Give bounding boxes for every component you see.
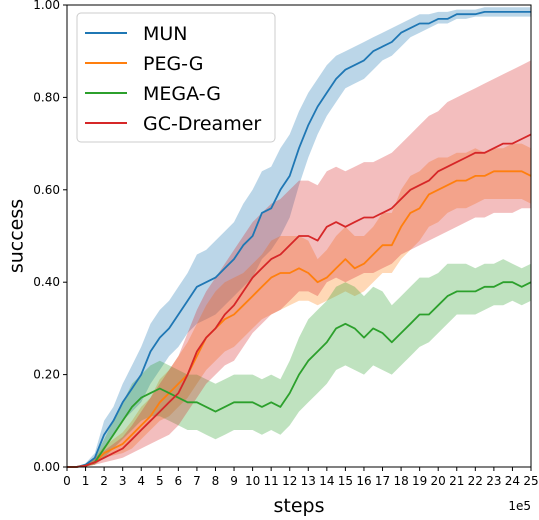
x-tick-label: 16 xyxy=(356,474,371,488)
x-axis: 0 1 2 3 4 5 6 7 8 9 10 11 12 13 14 15 16 17 18 19 20 21 22 23 24… xyxy=(63,467,539,488)
x-tick-label: 8 xyxy=(212,474,220,488)
x-axis-offset-label: 1e5 xyxy=(508,499,531,513)
x-tick-label: 7 xyxy=(193,474,201,488)
legend-label-gc-dreamer: GC-Dreamer xyxy=(143,113,261,135)
x-tick-label: 12 xyxy=(282,474,297,488)
peg-g-line xyxy=(67,170,532,468)
x-tick-label: 13 xyxy=(301,474,316,488)
gc-dreamer-line xyxy=(67,133,532,468)
y-tick-label: 0.80 xyxy=(33,90,60,104)
x-tick-label: 21 xyxy=(449,474,464,488)
legend-label-peg-g: PEG-G xyxy=(143,53,203,75)
y-tick-label: 0.00 xyxy=(33,460,60,474)
series-lines xyxy=(67,10,532,468)
x-tick-label: 20 xyxy=(431,474,446,488)
x-tick-label: 17 xyxy=(375,474,390,488)
x-tick-label: 11 xyxy=(264,474,279,488)
legend: MUN PEG-G MEGA-G GC-Dreamer xyxy=(76,12,276,143)
x-tick-label: 24 xyxy=(505,474,520,488)
mega-g-band xyxy=(67,259,531,467)
x-tick-label: 18 xyxy=(393,474,408,488)
x-tick-label: 4 xyxy=(137,474,145,488)
x-tick-label: 15 xyxy=(338,474,353,488)
x-tick-label: 14 xyxy=(319,474,334,488)
x-tick-label: 23 xyxy=(486,474,501,488)
x-tick-label: 10 xyxy=(245,474,260,488)
x-tick-label: 5 xyxy=(156,474,164,488)
y-axis-title: success xyxy=(6,199,28,273)
x-tick-label: 3 xyxy=(119,474,127,488)
x-tick-label: 6 xyxy=(175,474,183,488)
x-tick-label: 1 xyxy=(82,474,90,488)
plot-frame xyxy=(66,4,532,468)
x-tick-label: 9 xyxy=(230,474,238,488)
x-axis-title: steps xyxy=(274,495,325,516)
mega-g-line xyxy=(67,281,532,468)
x-tick-label: 22 xyxy=(468,474,483,488)
legend-label-mun: MUN xyxy=(143,23,188,45)
gc-dreamer-band xyxy=(67,60,531,468)
mun-line xyxy=(67,10,531,468)
legend-box xyxy=(76,12,276,143)
peg-g-band xyxy=(67,143,531,467)
x-tick-label: 25 xyxy=(523,474,538,488)
y-tick-label: 1.00 xyxy=(33,0,60,12)
legend-label-mega-g: MEGA-G xyxy=(143,83,221,105)
y-axis: 0.00 0.20 0.40 0.60 0.80 1.00 xyxy=(33,0,67,474)
y-tick-label: 0.40 xyxy=(33,275,60,289)
y-tick-label: 0.60 xyxy=(33,183,60,197)
x-tick-label: 19 xyxy=(412,474,427,488)
y-tick-label: 0.20 xyxy=(33,368,60,382)
x-tick-label: 0 xyxy=(63,474,71,488)
x-tick-label: 2 xyxy=(100,474,108,488)
